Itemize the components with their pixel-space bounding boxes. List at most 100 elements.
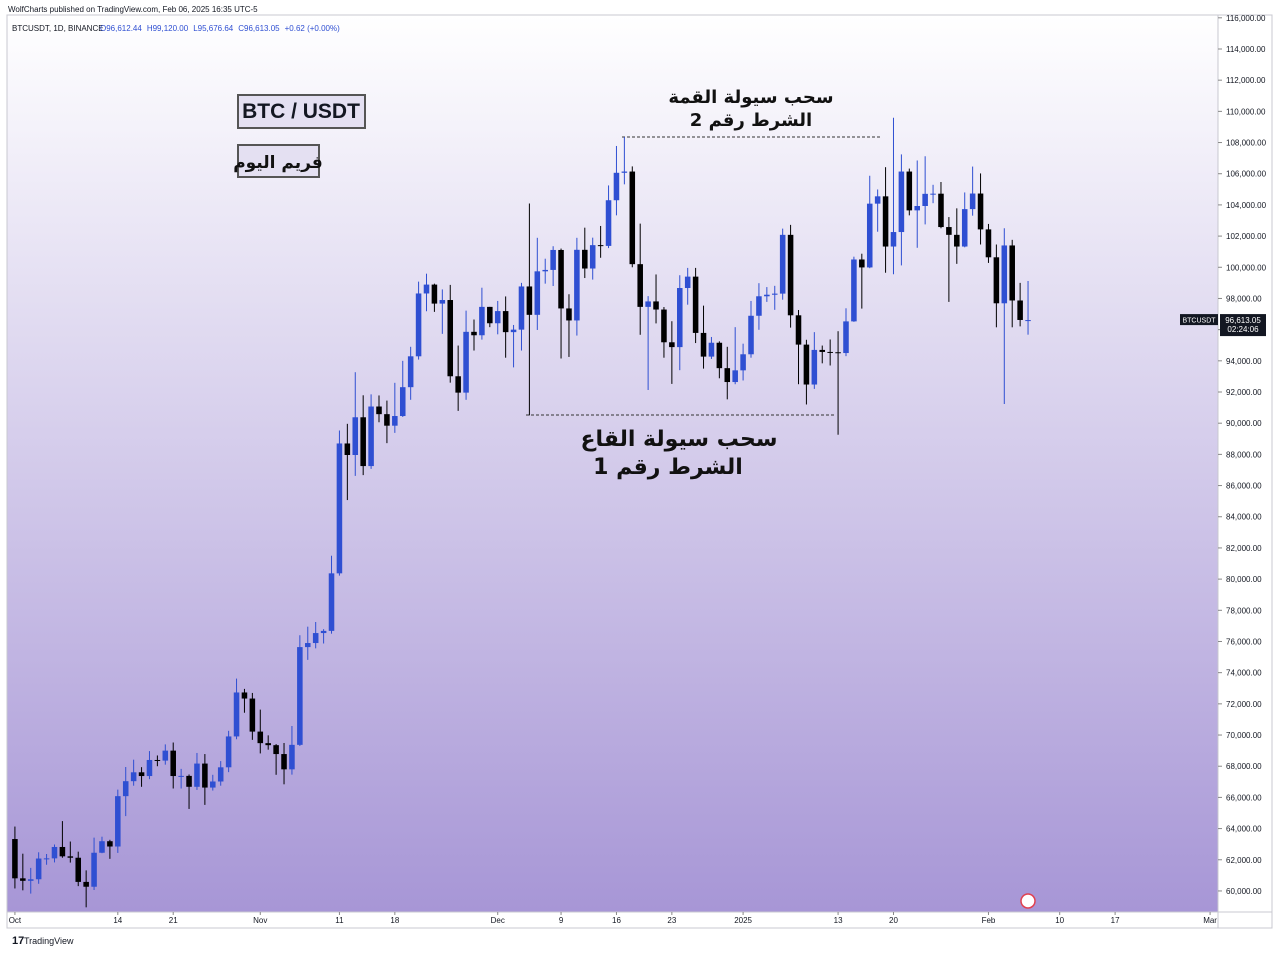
candle-body [75, 857, 82, 882]
candle-body [835, 352, 841, 354]
y-tick-label: 110,000.00 [1226, 107, 1266, 116]
x-tick-label: 2025 [734, 916, 752, 925]
x-tick-label: Oct [9, 916, 22, 925]
candle-body [360, 417, 366, 467]
y-tick-label: 64,000.00 [1226, 825, 1262, 834]
y-tick-label: 108,000.00 [1226, 139, 1267, 148]
candle-body [740, 354, 746, 371]
candle-body [210, 781, 216, 788]
candle-body [661, 309, 667, 343]
timeframe-box [237, 144, 320, 178]
candle-body [471, 331, 477, 336]
candle-body [1017, 300, 1023, 320]
candle-body [423, 284, 430, 294]
candle-body [99, 841, 105, 853]
candle-body [566, 308, 572, 321]
candle-body [748, 315, 754, 355]
candle-body [1025, 320, 1031, 322]
candle-body [756, 296, 762, 316]
ohlc-legend: O96,612.44 H99,120.00 L95,676.64 C96,613.05… [100, 24, 340, 33]
y-tick-label: 68,000.00 [1226, 762, 1262, 771]
candle-body [724, 368, 731, 383]
y-tick-label: 72,000.00 [1226, 700, 1262, 709]
x-tick-label: 9 [559, 916, 564, 925]
candle-body [289, 744, 295, 770]
candle-body [764, 294, 770, 297]
candle-body [787, 234, 794, 316]
published-line: WolfCharts published on TradingView.com,… [8, 5, 258, 14]
candle-body [336, 443, 343, 574]
candle-body [700, 332, 707, 357]
candle-body [12, 839, 18, 879]
candle-body [328, 573, 335, 631]
y-tick-label: 92,000.00 [1226, 388, 1262, 397]
symbol-line: BTCUSDT, 1D, BINANCE [12, 24, 104, 33]
candle-body [906, 171, 913, 211]
candle-body [415, 293, 422, 357]
candle-body [186, 775, 192, 787]
candle-body [392, 416, 398, 426]
y-tick-label: 104,000.00 [1226, 201, 1267, 210]
candle-body [771, 293, 778, 295]
candle-body [463, 331, 469, 393]
y-tick-label: 80,000.00 [1226, 575, 1262, 584]
timeframe-label: فريم اليوم [233, 153, 323, 173]
candle-body [154, 759, 161, 761]
candle-body [930, 193, 936, 195]
candle-body [732, 370, 738, 383]
x-tick-label: 13 [834, 916, 843, 925]
candle-body [811, 349, 818, 385]
ohlc-value: L95,676.64 [193, 24, 234, 33]
candle-body [851, 259, 857, 322]
candle-body [67, 856, 74, 858]
y-tick-label: 116,000.00 [1226, 14, 1266, 23]
y-tick-label: 84,000.00 [1226, 513, 1262, 522]
candle-body [115, 796, 121, 847]
candle-body [35, 858, 42, 880]
candle-body [922, 193, 928, 207]
x-tick-label: Feb [982, 916, 996, 925]
candle-body [130, 772, 137, 782]
y-tick-label: 114,000.00 [1226, 45, 1266, 54]
candle-body [534, 271, 541, 315]
bottom-annotation: سحب سيولة القاع [580, 427, 777, 452]
candle-body [352, 417, 359, 456]
candle-body [574, 249, 580, 321]
x-tick-label: 23 [667, 916, 676, 925]
candle-body [344, 443, 351, 456]
candle-body [241, 692, 248, 699]
candle-body [447, 300, 454, 377]
candle-body [819, 349, 826, 352]
candle-body [399, 387, 406, 417]
symbol-tag-label: BTCUSDT [1182, 318, 1216, 325]
event-icon[interactable] [1020, 893, 1036, 909]
candle-body [914, 206, 920, 211]
candle-body [613, 172, 620, 201]
candle-body [961, 209, 968, 247]
candle-body [439, 300, 446, 304]
x-tick-label: Nov [253, 916, 267, 925]
candle-body [708, 342, 715, 357]
countdown-label: 02:24:06 [1227, 325, 1259, 334]
candle-body [431, 284, 438, 304]
y-tick-label: 100,000.00 [1226, 263, 1267, 272]
x-tick-label: 14 [113, 916, 122, 925]
y-tick-label: 78,000.00 [1226, 606, 1262, 615]
candle-body [843, 321, 849, 354]
candle-body [368, 406, 374, 467]
candle-body [582, 249, 588, 269]
candle-body [407, 356, 414, 388]
y-tick-label: 90,000.00 [1226, 419, 1262, 428]
candle-body [59, 846, 66, 857]
candle-body [859, 259, 865, 268]
candle-body [20, 878, 26, 881]
symbol-tag [1180, 314, 1218, 326]
candle-body [320, 630, 327, 634]
ohlc-value: C96,613.05 [238, 24, 280, 33]
top-condition: الشرط رقم 2 [690, 110, 812, 131]
pair-label: BTC / USDT [242, 100, 360, 123]
candle-body [669, 342, 675, 348]
top-annotation: سحب سيولة القمة [668, 87, 833, 108]
